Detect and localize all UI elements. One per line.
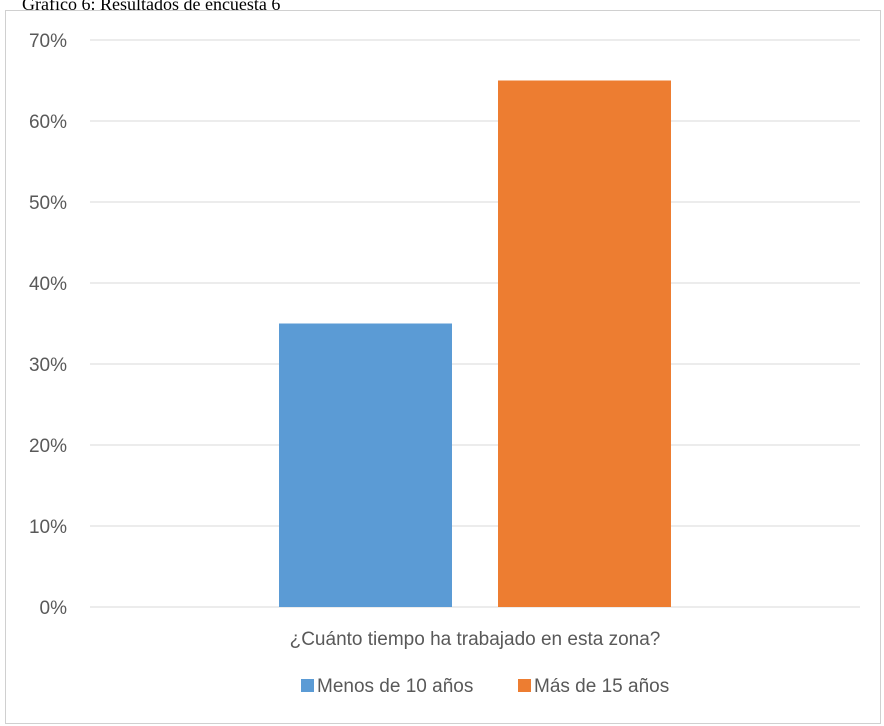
x-category-label: ¿Cuánto tiempo ha trabajado en esta zona… xyxy=(290,629,661,650)
legend-label: Más de 15 años xyxy=(534,676,669,697)
y-tick-label: 10% xyxy=(29,517,67,538)
y-tick-label: 40% xyxy=(29,274,67,295)
bar-m-s-de-15-a-os xyxy=(498,80,671,607)
legend-label: Menos de 10 años xyxy=(317,676,473,697)
legend-swatch xyxy=(518,679,531,692)
y-tick-label: 30% xyxy=(29,355,67,376)
y-tick-label: 60% xyxy=(29,112,67,133)
y-tick-label: 20% xyxy=(29,436,67,457)
legend-swatch xyxy=(301,679,314,692)
bar-menos-de-10-a-os xyxy=(279,323,452,607)
y-tick-label: 70% xyxy=(29,31,67,52)
y-tick-label: 50% xyxy=(29,193,67,214)
y-tick-label: 0% xyxy=(40,598,68,619)
